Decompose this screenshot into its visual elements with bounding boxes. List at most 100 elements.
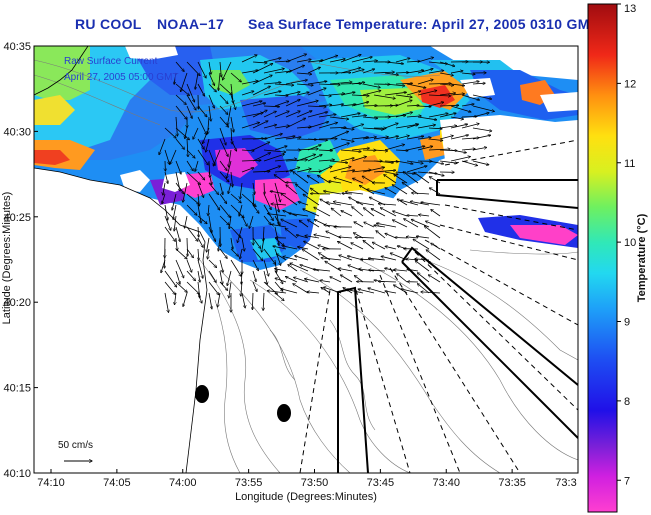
current-vector: [461, 160, 477, 166]
current-vector: [384, 105, 398, 106]
current-vector: [450, 124, 468, 129]
current-vector: [249, 215, 254, 228]
current-vector: [208, 83, 216, 92]
current-vector: [339, 237, 353, 238]
current-vector: [415, 261, 430, 272]
current-vector: [187, 138, 188, 157]
current-vector: [197, 149, 208, 165]
current-vector: [351, 243, 364, 250]
current-vector: [392, 185, 408, 195]
current-vector: [385, 188, 397, 195]
current-vector: [164, 292, 169, 312]
current-vector: [197, 171, 205, 180]
current-vector: [164, 149, 170, 164]
current-vector: [384, 123, 398, 129]
current-vector: [394, 270, 408, 271]
map-area: [34, 46, 578, 473]
current-vector: [308, 220, 320, 228]
current-vector: [164, 281, 175, 294]
current-vector: [164, 171, 168, 183]
current-vector: [318, 105, 332, 106]
current-vector: [406, 105, 419, 106]
current-vector: [228, 105, 232, 125]
current-vector: [351, 157, 366, 162]
current-vector: [298, 247, 309, 250]
current-vector: [241, 101, 262, 107]
current-vector: [450, 149, 466, 153]
current-vector: [285, 160, 307, 161]
current-vector: [340, 158, 354, 162]
current-vector: [329, 116, 349, 119]
current-vector: [384, 92, 406, 96]
current-vector: [339, 268, 353, 272]
current-vector: [175, 94, 186, 105]
current-vector: [285, 228, 298, 239]
current-vector: [281, 219, 298, 228]
current-vector: [307, 106, 326, 107]
current-vector: [384, 145, 404, 151]
current-vector: [218, 237, 221, 251]
current-vector: [276, 254, 287, 261]
current-vector: [318, 175, 331, 184]
current-vector: [362, 69, 375, 74]
current-vector: [395, 150, 408, 151]
current-vector: [307, 88, 326, 96]
colorbar-tick-label: 7: [624, 475, 630, 487]
current-vector: [207, 237, 210, 252]
current-vector: [186, 270, 195, 281]
current-vector: [307, 60, 323, 63]
current-vector: [417, 69, 433, 74]
current-vector: [472, 105, 494, 111]
current-vector: [378, 281, 397, 282]
current-vector: [384, 161, 398, 162]
current-vector: [274, 159, 297, 162]
current-vector: [362, 61, 377, 62]
current-vector: [330, 277, 342, 283]
current-vector: [241, 281, 242, 296]
current-vector: [296, 59, 311, 63]
current-vector: [281, 193, 298, 206]
current-vector: [439, 126, 457, 129]
legend-line-2: April 27, 2005 05:00 GMT: [64, 72, 179, 83]
current-vector: [472, 94, 492, 99]
current-vector: [311, 188, 320, 195]
current-vector: [305, 279, 320, 283]
current-vector: [304, 241, 320, 250]
current-vector: [293, 172, 309, 184]
current-vector: [271, 204, 287, 205]
current-vector: [340, 68, 361, 74]
current-vector: [198, 193, 199, 206]
current-vector: [439, 61, 455, 66]
current-vector: [230, 259, 241, 276]
current-vector: [395, 124, 418, 129]
current-vector: [406, 166, 427, 173]
current-vector: [298, 202, 309, 206]
current-vector: [318, 245, 331, 250]
current-vector: [262, 237, 265, 252]
legend-line-1: Raw Surface Current: [64, 56, 158, 67]
current-vector: [373, 160, 393, 163]
current-vector: [252, 204, 259, 213]
current-vector: [263, 111, 276, 118]
current-vector: [354, 222, 364, 228]
current-vector: [302, 249, 320, 261]
current-vector: [197, 182, 204, 197]
current-vector: [197, 237, 203, 247]
current-vector: [318, 123, 337, 129]
current-vector: [362, 91, 381, 96]
current-vector: [367, 189, 386, 195]
current-vector: [329, 59, 345, 63]
current-vector: [293, 284, 309, 294]
current-vector: [403, 172, 419, 184]
current-vector: [263, 270, 267, 284]
current-vector: [320, 280, 331, 282]
current-vector: [428, 128, 442, 129]
current-vector: [274, 292, 284, 301]
current-vector: [219, 259, 223, 272]
current-vector: [331, 208, 342, 217]
y-axis: 40:35 40:30 40:25 40:20 40:15 40:10: [3, 41, 38, 480]
current-vector: [307, 176, 320, 184]
current-vector: [450, 116, 464, 119]
x-tick-label: 73:40: [432, 477, 460, 489]
current-vector: [417, 125, 435, 129]
